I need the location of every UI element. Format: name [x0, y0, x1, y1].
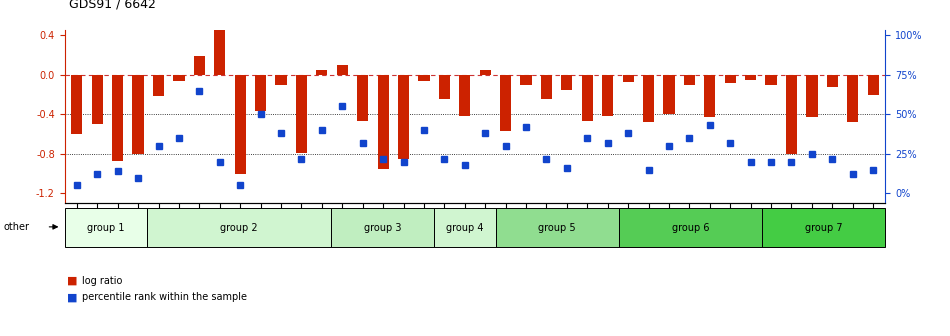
Bar [766, 75, 777, 85]
Text: group 5: group 5 [539, 223, 576, 233]
Bar [496, 208, 618, 247]
Bar [418, 75, 429, 81]
Bar [500, 75, 511, 131]
Bar [807, 75, 818, 117]
Text: group 2: group 2 [220, 223, 257, 233]
Text: other: other [3, 222, 29, 232]
Bar [643, 75, 655, 122]
Bar [602, 75, 614, 116]
Bar [153, 75, 164, 96]
Bar [786, 75, 797, 154]
Bar [71, 75, 83, 134]
Bar [745, 75, 756, 80]
Bar [622, 75, 634, 82]
Bar [826, 75, 838, 87]
Bar [480, 70, 491, 75]
Bar [847, 75, 859, 122]
Bar [377, 75, 389, 169]
Bar [581, 75, 593, 121]
Bar [65, 208, 146, 247]
Bar [434, 208, 496, 247]
Bar [618, 208, 762, 247]
Bar [336, 65, 348, 75]
Bar [132, 75, 143, 154]
Bar [146, 208, 332, 247]
Bar [561, 75, 573, 90]
Bar [684, 75, 695, 85]
Bar [194, 56, 205, 75]
Text: group 7: group 7 [805, 223, 843, 233]
Bar [332, 208, 434, 247]
Bar [704, 75, 715, 117]
Bar [762, 208, 885, 247]
Text: ■: ■ [67, 292, 78, 302]
Bar [214, 20, 225, 75]
Bar [398, 75, 409, 159]
Bar [276, 75, 287, 85]
Bar [316, 70, 328, 75]
Bar [867, 75, 879, 94]
Bar [255, 75, 266, 111]
Bar [459, 75, 470, 116]
Bar [663, 75, 674, 114]
Bar [725, 75, 736, 83]
Bar [521, 75, 532, 85]
Text: GDS91 / 6642: GDS91 / 6642 [69, 0, 156, 10]
Text: group 3: group 3 [364, 223, 402, 233]
Text: group 6: group 6 [672, 223, 710, 233]
Bar [439, 75, 450, 99]
Bar [235, 75, 246, 174]
Bar [173, 75, 184, 81]
Bar [541, 75, 552, 99]
Text: ■: ■ [67, 276, 78, 286]
Text: percentile rank within the sample: percentile rank within the sample [82, 292, 247, 302]
Text: group 1: group 1 [86, 223, 124, 233]
Bar [91, 75, 103, 124]
Bar [357, 75, 369, 121]
Bar [295, 75, 307, 153]
Bar [112, 75, 124, 161]
Text: group 4: group 4 [446, 223, 484, 233]
Text: log ratio: log ratio [82, 276, 122, 286]
